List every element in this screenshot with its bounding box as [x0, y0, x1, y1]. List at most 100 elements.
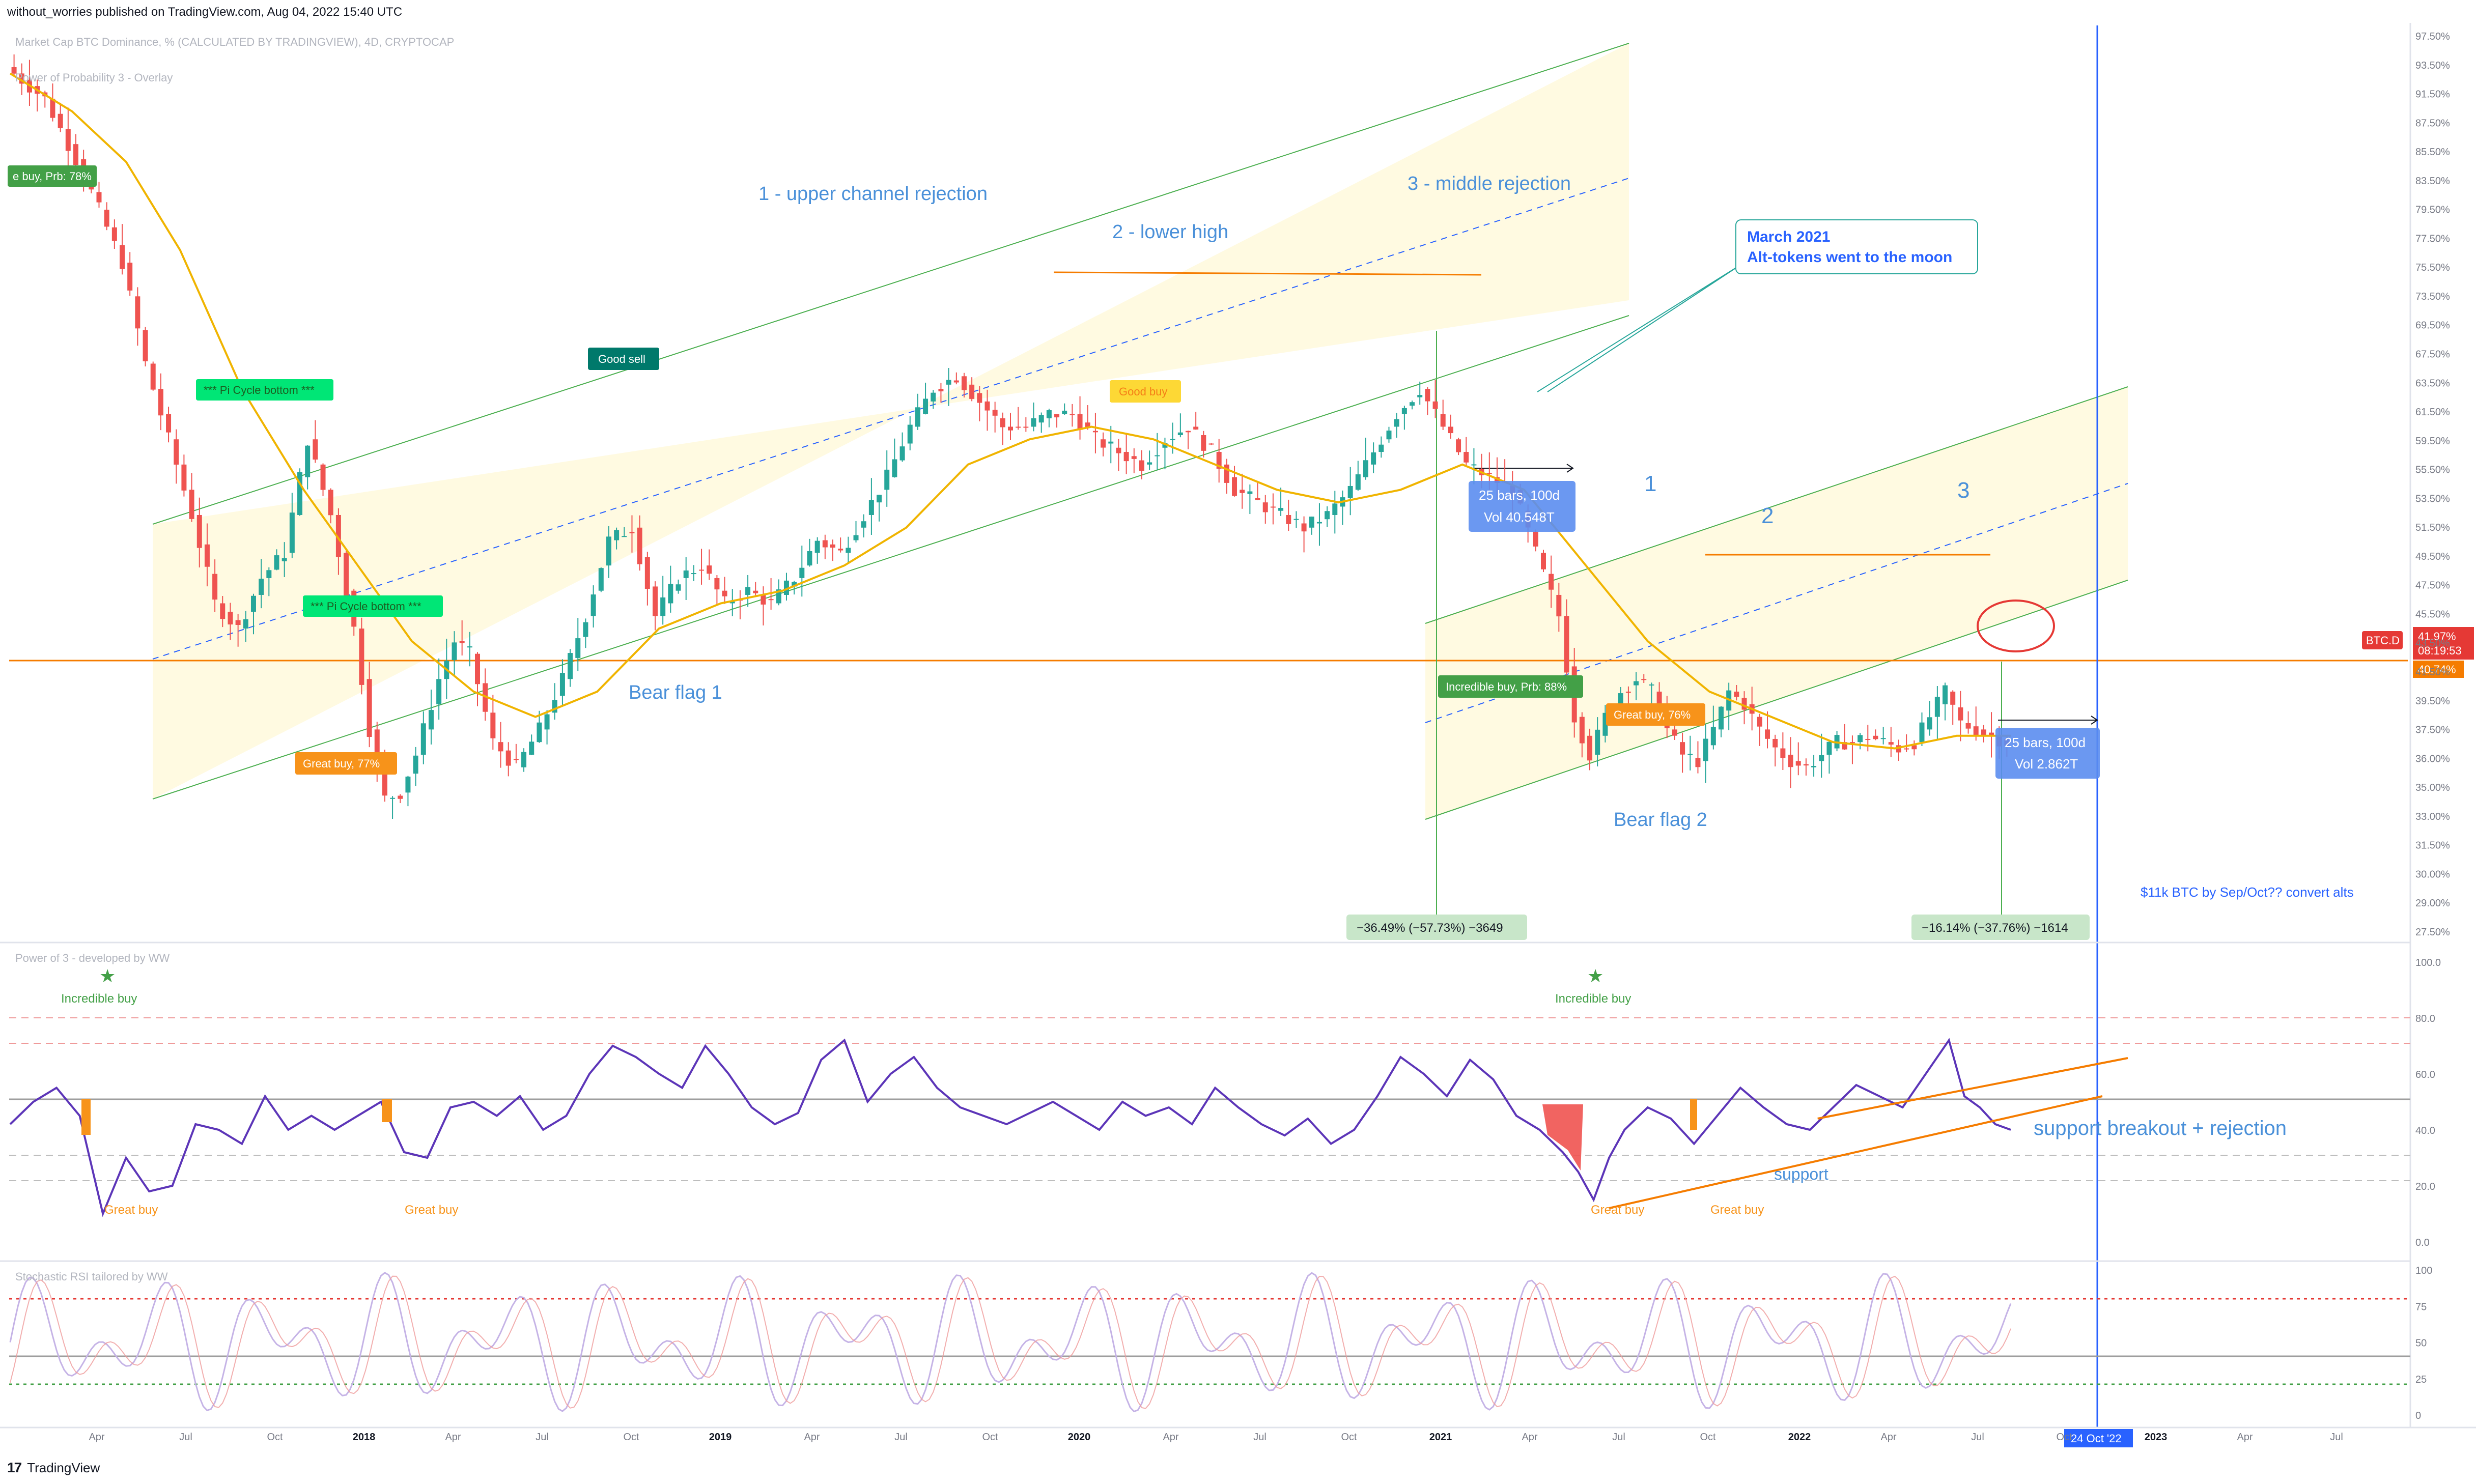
- candle-body: [127, 263, 133, 291]
- candle-body: [305, 445, 311, 477]
- orange-bar-1: [81, 1099, 91, 1135]
- candle-body: [583, 622, 588, 637]
- candle-body: [1224, 464, 1229, 483]
- candle-body: [1486, 473, 1492, 474]
- price-axis-tick: 49.50%: [2415, 551, 2450, 562]
- candle-body: [590, 594, 596, 616]
- candle-body: [1896, 745, 1901, 753]
- callout-march-2021[interactable]: March 2021 Alt-tokens went to the moon: [1735, 219, 1978, 274]
- time-axis-tick: 2019: [709, 1432, 732, 1443]
- candle-body: [1008, 426, 1013, 431]
- candle-body: [1618, 693, 1623, 704]
- candle-body: [1108, 441, 1114, 444]
- rsi-great-buy-1: Great buy: [104, 1203, 158, 1217]
- tag-great-buy-76[interactable]: Great buy, 76%: [1606, 703, 1705, 726]
- svg-text:Vol 40.548T: Vol 40.548T: [1484, 509, 1555, 525]
- annotation-2: 2: [1761, 503, 1774, 528]
- candle-body: [1309, 517, 1314, 528]
- candle-body: [946, 380, 951, 385]
- candle-body: [1293, 519, 1299, 520]
- candle-body: [1162, 443, 1168, 448]
- stoch-axis[interactable]: 100 75 50 25 0: [2415, 1265, 2432, 1421]
- candle-body: [1741, 698, 1747, 710]
- candle-body: [892, 459, 897, 477]
- candle-body: [1016, 426, 1021, 428]
- candle-body: [1772, 738, 1778, 748]
- time-axis-tick: Jul: [179, 1432, 192, 1443]
- price-axis-tick: 77.50%: [2415, 233, 2450, 244]
- candle-body: [150, 363, 156, 390]
- candle-body: [814, 540, 820, 553]
- candle-body: [707, 565, 712, 574]
- candle-body: [1232, 477, 1237, 496]
- candle-body: [1062, 410, 1067, 414]
- time-axis[interactable]: Apr Jul Oct 2018 Apr Jul Oct 2019 Apr Jul Oct 2020 A…: [89, 1432, 2343, 1443]
- candle-body: [513, 759, 519, 760]
- candle-body: [1842, 742, 1847, 750]
- svg-text:Great buy, 76%: Great buy, 76%: [1614, 708, 1691, 721]
- stoch-d-line: [10, 1275, 2011, 1409]
- candle-body: [722, 590, 727, 596]
- price-axis-tick: 75.50%: [2415, 262, 2450, 273]
- candle-body: [1432, 401, 1438, 409]
- price-axis-tick: 47.50%: [2415, 580, 2450, 591]
- candle-body: [505, 750, 511, 766]
- tag-great-buy-77[interactable]: Great buy, 77%: [295, 752, 397, 775]
- candle-body: [189, 490, 194, 519]
- svg-text:*** Pi Cycle bottom ***: *** Pi Cycle bottom ***: [204, 384, 315, 396]
- candle-body: [984, 401, 990, 411]
- candle-body: [1965, 723, 1971, 729]
- candle-body: [1240, 490, 1245, 493]
- price-axis[interactable]: 97.50% 93.50% 91.50% 87.50% 85.50% 83.50% 79.5…: [2415, 31, 2450, 938]
- tag-good-buy[interactable]: Good buy: [1110, 380, 1181, 403]
- candle-body: [428, 710, 434, 730]
- power-of-3-pane[interactable]: ★ ★: [9, 966, 2410, 1217]
- stoch-axis-tick: 75: [2415, 1301, 2427, 1312]
- candle-body: [668, 584, 673, 604]
- candle-body: [1031, 418, 1036, 427]
- candle-body: [1849, 742, 1855, 744]
- range-box-1[interactable]: 25 bars, 100d Vol 40.548T: [1469, 481, 1575, 532]
- candle-body: [204, 544, 210, 567]
- candle-body: [1139, 460, 1144, 471]
- measure-box-2[interactable]: −16.14% (−37.76%) −1614: [1911, 915, 2090, 940]
- candle-body: [1123, 452, 1129, 462]
- candle-body: [768, 599, 774, 601]
- time-axis-tick: Jul: [1253, 1432, 1267, 1443]
- candle-body: [1440, 414, 1446, 427]
- tag-pi-cycle-1[interactable]: *** Pi Cycle bottom ***: [196, 379, 333, 401]
- candle-body: [977, 393, 982, 403]
- tag-prb-78[interactable]: e buy, Prb: 78%: [8, 165, 97, 187]
- candle-body: [73, 144, 78, 165]
- candle-body: [1973, 726, 1979, 736]
- candle-body: [714, 578, 720, 590]
- candle-body: [521, 752, 527, 767]
- annotation-1: 1: [1644, 471, 1656, 496]
- candle-body: [1494, 477, 1500, 483]
- candle-body: [1958, 707, 1963, 721]
- tag-good-sell[interactable]: Good sell: [588, 348, 659, 370]
- price-tag-last: 41.97% 08:19:53: [2413, 627, 2474, 660]
- candle-body: [1865, 738, 1871, 740]
- candle-body: [799, 567, 805, 578]
- candle-body: [1734, 692, 1739, 697]
- candle-body: [420, 723, 426, 755]
- rsi-axis-tick: 80.0: [2415, 1013, 2435, 1024]
- time-axis-tick: Oct: [982, 1432, 998, 1443]
- price-axis-tick: 87.50%: [2415, 118, 2450, 129]
- candle-body: [853, 535, 859, 540]
- stochastic-rsi-pane[interactable]: [9, 1271, 2410, 1413]
- candle-body: [861, 521, 866, 528]
- tag-pi-cycle-2[interactable]: *** Pi Cycle bottom ***: [303, 595, 443, 617]
- channel-2-lower: [1425, 580, 2128, 820]
- price-axis-tick: 27.50%: [2415, 927, 2450, 938]
- range-box-2[interactable]: 25 bars, 100d Vol 2.862T: [1995, 728, 2100, 779]
- tag-incredible-buy-88[interactable]: Incredible buy, Prb: 88%: [1438, 675, 1583, 698]
- rsi-axis[interactable]: 100.0 80.0 60.0 40.0 20.0 0.0: [2415, 957, 2441, 1248]
- candle-body: [1880, 738, 1886, 739]
- measure-box-1[interactable]: −36.49% (−57.73%) −3649: [1346, 915, 1527, 940]
- price-axis-tick: 51.50%: [2415, 522, 2450, 533]
- candle-body: [1363, 460, 1368, 477]
- candle-body: [653, 586, 658, 616]
